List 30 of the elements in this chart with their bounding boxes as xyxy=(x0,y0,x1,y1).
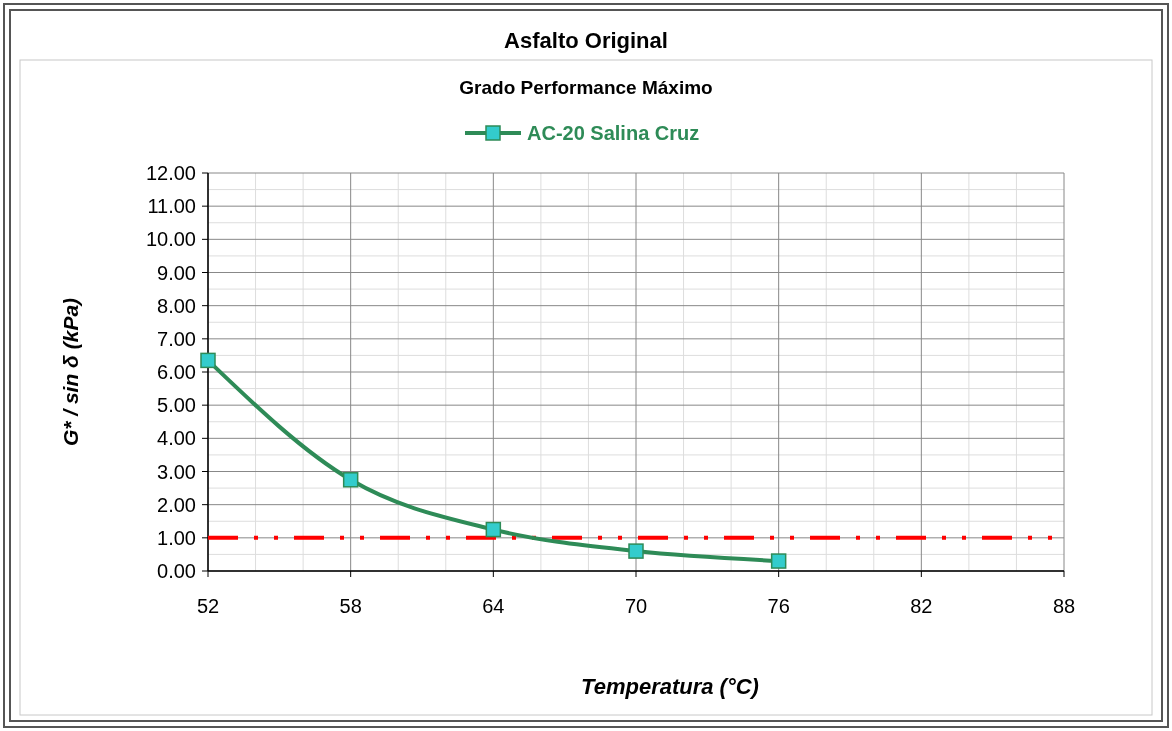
y-tick-label: 0.00 xyxy=(157,560,196,582)
x-tick-label: 64 xyxy=(482,595,505,617)
x-tick-label: 52 xyxy=(196,595,220,617)
y-tick-label: 3.00 xyxy=(157,460,196,483)
y-tick-label: 11.00 xyxy=(147,195,196,218)
y-tick-label: 6.00 xyxy=(157,361,196,383)
y-tick-label: 9.00 xyxy=(157,261,196,284)
x-tick-label: 70 xyxy=(624,595,648,617)
y-tick-label: 7.00 xyxy=(157,327,196,350)
y-tick-label: 2.00 xyxy=(157,493,196,516)
x-tick-label: 82 xyxy=(910,595,933,617)
point xyxy=(485,521,502,538)
point xyxy=(200,352,216,369)
y-tick-label: 4.00 xyxy=(157,427,196,450)
y-axis-title: G* / sin δ (kPa) xyxy=(59,297,82,447)
x-tick-label: 76 xyxy=(767,595,790,617)
x-axis-title: Temperatura (°C) xyxy=(581,674,759,699)
legend-label: AC-20 Salina Cruz xyxy=(527,122,700,144)
y-tick-label: 1.00 xyxy=(157,526,196,549)
y-tick-label: 12.00 xyxy=(145,162,196,184)
y-tick-label: 8.00 xyxy=(157,294,196,317)
chart-title: Asfalto Original xyxy=(504,28,668,53)
point xyxy=(342,472,359,488)
point xyxy=(770,553,787,569)
point xyxy=(628,543,644,559)
chart-subtitle: Grado Performance Máximo xyxy=(459,77,713,98)
x-tick-label: 58 xyxy=(339,595,362,617)
y-tick-label: 10.00 xyxy=(145,228,196,251)
y-tick-label: 5.00 xyxy=(157,394,196,417)
x-tick-label: 88 xyxy=(1052,595,1076,617)
